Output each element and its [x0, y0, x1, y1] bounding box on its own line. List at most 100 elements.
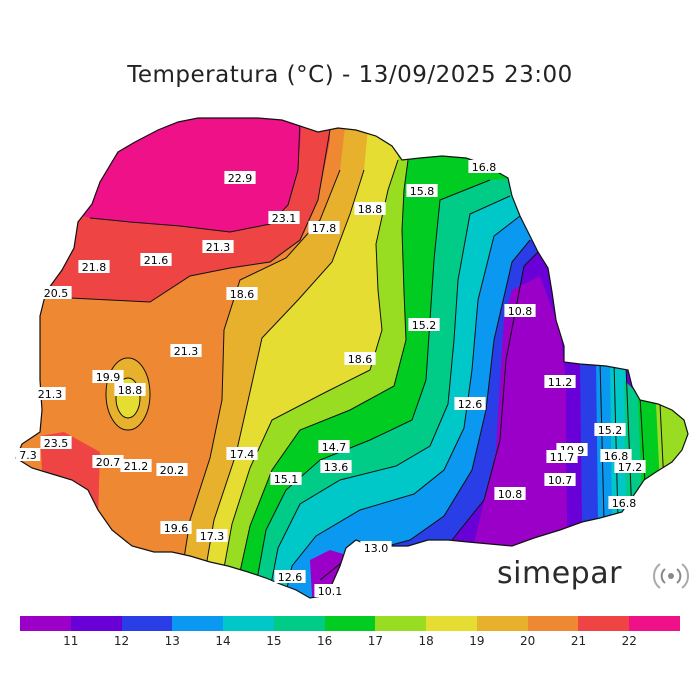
value-label: 13.0: [364, 542, 389, 555]
value-label: 11.2: [548, 376, 573, 389]
colorbar-tick-label: 16: [316, 634, 333, 648]
value-label: 13.6: [324, 461, 349, 474]
value-label: 21.3: [174, 345, 199, 358]
value-label-bg: [268, 211, 300, 224]
colorbar-segment: [20, 616, 71, 631]
signal-waves-icon: [653, 563, 689, 589]
colorbar-segment: [578, 616, 630, 631]
value-label: 15.8: [410, 185, 435, 198]
value-label-bg: [114, 383, 146, 396]
value-label: 18.8: [358, 203, 383, 216]
value-label: 18.8: [118, 384, 143, 397]
value-label: 19.6: [164, 522, 189, 535]
value-label: 23.5: [44, 437, 69, 450]
value-label-bg: [274, 570, 306, 583]
value-label-bg: [408, 318, 440, 331]
value-label: 11.7: [550, 451, 575, 464]
value-label-bg: [614, 460, 646, 473]
value-label-bg: [600, 449, 632, 462]
value-label: 15.1: [274, 473, 299, 486]
value-label-bg: [78, 260, 110, 273]
value-label-bg: [156, 463, 188, 476]
colorbar-segment: [629, 616, 680, 631]
value-label: 21.6: [144, 254, 169, 267]
zone-east-17-18: [656, 404, 688, 486]
colorbar-tick-label: 18: [418, 634, 434, 648]
value-label-bg: [544, 375, 576, 388]
colorbar-segment: [476, 616, 528, 631]
value-label: 10.8: [508, 305, 533, 318]
value-label-bg: [468, 160, 500, 173]
colorbar-segment: [324, 616, 376, 631]
value-label-bg: [318, 440, 350, 453]
value-label-bg: [494, 487, 526, 500]
value-label-bg: [120, 459, 152, 472]
value-label-bg: [170, 344, 202, 357]
value-label-bg: [15, 448, 41, 461]
value-label-bg: [406, 184, 438, 197]
value-label: 18.6: [230, 288, 255, 301]
value-label-bg: [92, 455, 124, 468]
value-label-bg: [354, 202, 386, 215]
value-label-bg: [202, 240, 234, 253]
value-label: 14.7: [322, 441, 347, 454]
value-label: 21.3: [206, 241, 231, 254]
colorbar-segment: [70, 616, 122, 631]
value-label: 15.2: [412, 319, 437, 332]
value-label-bg: [40, 436, 72, 449]
value-label: 23.1: [272, 212, 297, 225]
colorbar-tick-label: 22: [621, 634, 637, 648]
colorbar-ticks: 11 12 13 14 15 16 17 18 19 20 21 22: [20, 634, 680, 650]
zone-22-plus: [16, 118, 302, 232]
value-label-bg: [594, 423, 626, 436]
value-label-bg: [270, 472, 302, 485]
colorbar-segment: [527, 616, 579, 631]
value-label: 16.8: [604, 450, 629, 463]
value-label: 10.1: [318, 585, 343, 598]
colorbar-segment: [375, 616, 427, 631]
colorbar-tick-label: 19: [469, 634, 485, 648]
value-label-bg: [226, 287, 258, 300]
value-label: 12.6: [458, 398, 483, 411]
value-label-bg: [308, 221, 340, 234]
value-label: 16.8: [612, 497, 637, 510]
value-label: 20.5: [44, 287, 69, 300]
value-label-bg: [34, 387, 66, 400]
map-title: Temperatura (°C) - 13/09/2025 23:00: [127, 62, 573, 88]
value-label: 21.2: [124, 460, 149, 473]
value-label: 20.2: [160, 464, 185, 477]
colorbar-tick-label: 20: [520, 634, 536, 648]
contour-lines: [29, 119, 665, 598]
value-label: 17.3: [200, 530, 225, 543]
value-label-bg: [196, 529, 228, 542]
value-label: 17.4: [230, 448, 255, 461]
value-label: 12.6: [278, 571, 303, 584]
value-label: 18.6: [348, 353, 373, 366]
value-label: 20.7: [96, 456, 121, 469]
colorbar-tick-label: 13: [164, 634, 180, 648]
value-label: 7.3: [19, 449, 37, 462]
value-label: 21.3: [38, 388, 63, 401]
value-label-bg: [608, 496, 640, 509]
colorbar-tick-label: 11: [63, 634, 79, 648]
value-label-bg: [320, 460, 352, 473]
value-label-bg: [360, 541, 392, 554]
colorbar-segment: [273, 616, 325, 631]
simepar-logo: simepar: [497, 556, 622, 591]
colorbar-tick-label: 15: [266, 634, 282, 648]
value-label-bg: [344, 352, 376, 365]
value-label: 16.8: [472, 161, 497, 174]
value-label-bg: [314, 584, 346, 597]
colorbar-segment: [121, 616, 173, 631]
value-label: 19.9: [96, 371, 121, 384]
value-label: 22.9: [228, 172, 253, 185]
value-label-bg: [226, 447, 258, 460]
value-label-bg: [546, 450, 578, 463]
value-label-bg: [224, 171, 256, 184]
colorbar-segment: [223, 616, 274, 631]
value-label-bg: [544, 473, 576, 486]
value-label-bg: [160, 521, 192, 534]
colorbar-segment: [172, 616, 224, 631]
